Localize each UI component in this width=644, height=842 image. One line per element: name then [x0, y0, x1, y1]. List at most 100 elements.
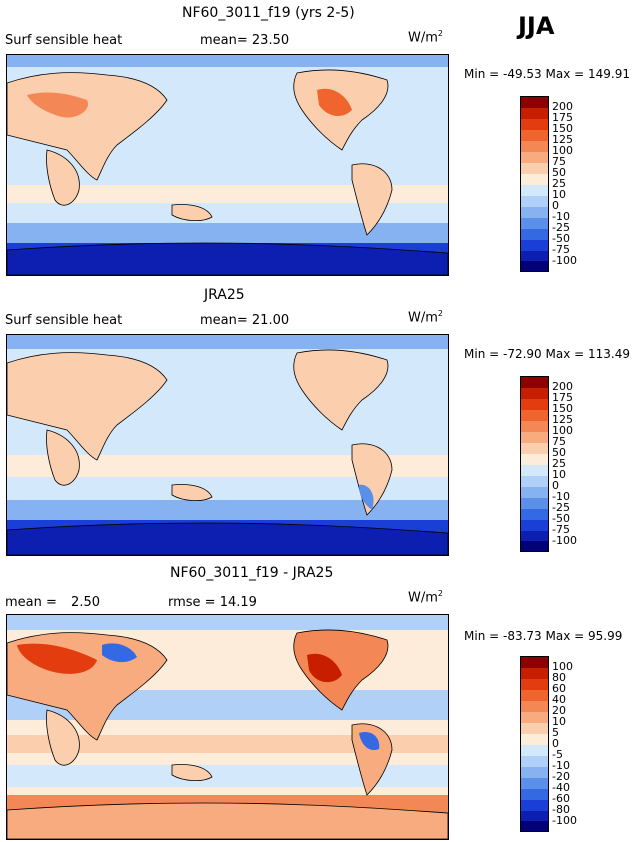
tick-label: 0 [552, 479, 559, 492]
tick-label: 5 [552, 726, 559, 739]
panel1-colorbar-swatch [521, 163, 548, 174]
panel3-max-value: 95.99 [588, 629, 623, 643]
tick-label: 175 [552, 391, 573, 404]
panel3-title: NF60_3011_f19 - JRA25 [170, 565, 334, 581]
panel1-colorbar-swatch [521, 152, 548, 163]
panel3-colorbar [520, 656, 549, 832]
panel2-colorbar-swatch [521, 520, 548, 531]
panel2-colorbar-swatch [521, 388, 548, 399]
tick-label: 100 [552, 144, 573, 157]
panel1-colorbar [520, 96, 549, 272]
panel3-rmse: rmse = 14.19 [168, 596, 257, 609]
panel2-variable: Surf sensible heat [5, 313, 123, 328]
panel3-max-label: Max = [545, 629, 585, 643]
tick-label: -5 [552, 748, 563, 761]
panel2-colorbar [520, 376, 549, 552]
panel2-colorbar-swatch [521, 487, 548, 498]
panel3-units-exp: 2 [437, 589, 443, 598]
panel3-colorbar-swatch [521, 668, 548, 679]
tick-label: -10 [552, 210, 570, 223]
panel1-colorbar-swatch [521, 174, 548, 185]
panel1-colorbar-swatch [521, 185, 548, 196]
panel2-colorbar-swatch [521, 377, 548, 388]
panel3-rmse-value: 14.19 [219, 595, 257, 610]
panel1-colorbar-swatch [521, 207, 548, 218]
panel3-mean: mean = 2.50 [5, 596, 100, 609]
panel2-colorbar-swatch [521, 410, 548, 421]
panel2-colorbar-swatch [521, 443, 548, 454]
tick-label: 60 [552, 682, 566, 695]
panel1-colorbar-swatch [521, 229, 548, 240]
panel2-units-exp: 2 [437, 309, 443, 318]
panel1-mean-value: 23.50 [251, 33, 290, 48]
panel2-colorbar-swatch [521, 454, 548, 465]
panel3-units-base: W/m [408, 590, 438, 606]
panel3-colorbar-swatch [521, 679, 548, 690]
panel3-colorbar-swatch [521, 767, 548, 778]
tick-label: -50 [552, 512, 570, 525]
tick-label: 75 [552, 155, 566, 168]
panel2-colorbar-swatch [521, 509, 548, 520]
panel2-max-label: Max = [545, 347, 585, 361]
panel1-min-label: Min = [464, 67, 500, 81]
panel3-min-label: Min = [464, 629, 500, 643]
panel3-colorbar-swatch [521, 821, 548, 831]
tick-label: 25 [552, 177, 566, 190]
tick-label: 200 [552, 100, 573, 113]
panel1-units-base: W/m [408, 30, 438, 46]
panel3-colorbar-swatch [521, 800, 548, 811]
tick-label: 50 [552, 446, 566, 459]
tick-label: 0 [552, 737, 559, 750]
tick-label: 10 [552, 188, 566, 201]
panel3-colorbar-swatch [521, 734, 548, 745]
tick-label: -80 [552, 803, 570, 816]
panel1-max-value: 149.91 [588, 67, 631, 81]
tick-label: 40 [552, 693, 566, 706]
tick-label: 150 [552, 122, 573, 135]
panel1-colorbar-swatch [521, 141, 548, 152]
tick-label: -100 [552, 814, 577, 827]
panel3-rmse-label: rmse = [168, 595, 216, 610]
tick-label: -100 [552, 254, 577, 267]
panel2-colorbar-swatch [521, 531, 548, 541]
panel2-minmax: Min = -72.90 Max = 113.49 [464, 348, 630, 360]
panel1-mean-label: mean= [200, 33, 248, 48]
panel3-colorbar-swatch [521, 657, 548, 668]
tick-label: -25 [552, 221, 570, 234]
tick-label: 10 [552, 468, 566, 481]
panel2-min-label: Min = [464, 347, 500, 361]
tick-label: 80 [552, 671, 566, 684]
tick-label: -75 [552, 243, 570, 256]
panel2-colorbar-swatch [521, 541, 548, 551]
tick-label: -25 [552, 501, 570, 514]
panel2-colorbar-swatch [521, 498, 548, 509]
panel1-mean: mean= 23.50 [200, 34, 289, 47]
panel1-min-value: -49.53 [503, 67, 542, 81]
panel1-colorbar-swatch [521, 218, 548, 229]
panel1-colorbar-swatch [521, 119, 548, 130]
tick-label: -75 [552, 523, 570, 536]
tick-label: -50 [552, 232, 570, 245]
tick-label: 50 [552, 166, 566, 179]
tick-label: 175 [552, 111, 573, 124]
panel3-units: W/m2 [408, 589, 443, 606]
panel3-mean-label: mean = [5, 595, 57, 610]
tick-label: -60 [552, 792, 570, 805]
tick-label: 200 [552, 380, 573, 393]
panel3-min-value: -83.73 [503, 629, 542, 643]
panel2-min-value: -72.90 [503, 347, 542, 361]
tick-label: 125 [552, 413, 573, 426]
season-label: JJA [518, 12, 555, 40]
panel3-colorbar-swatch [521, 745, 548, 756]
panel2-colorbar-swatch [521, 421, 548, 432]
panel2-title: JRA25 [204, 287, 245, 303]
panel3-colorbar-swatch [521, 789, 548, 800]
panel2-max-value: 113.49 [588, 347, 631, 361]
panel3-colorbar-swatch [521, 712, 548, 723]
panel3-mean-value: 2.50 [71, 595, 100, 610]
panel2-map [6, 334, 449, 556]
tick-label: 10 [552, 715, 566, 728]
panel1-minmax: Min = -49.53 Max = 149.91 [464, 68, 630, 80]
panel1-colorbar-swatch [521, 261, 548, 271]
panel2-units: W/m2 [408, 309, 443, 325]
